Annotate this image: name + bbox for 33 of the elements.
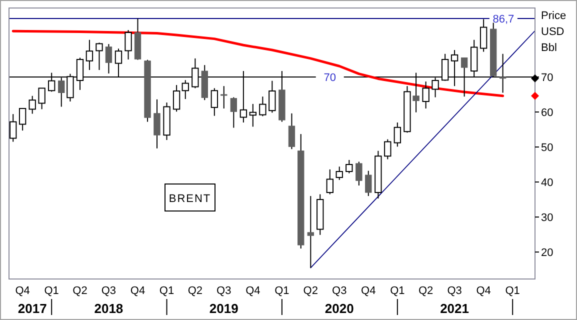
x-tick-label: Q1 (159, 285, 174, 297)
x-tick-label: Q4 (15, 285, 30, 297)
x2-tick-label: 2017 (18, 301, 47, 316)
x-tick-label: Q4 (246, 285, 260, 297)
y-tick-label: 70 (541, 72, 554, 84)
x-tick-label: Q3 (447, 285, 462, 297)
y-axis-title: Price USD Bbl (541, 10, 566, 54)
x-tick-label: Q3 (332, 285, 347, 297)
ref-line-label: 70 (324, 72, 336, 84)
ref-line-label: 86,7 (492, 14, 514, 26)
x-tick-label: Q4 (476, 285, 491, 297)
y-tick-label: 60 (541, 106, 554, 119)
x-tick-label: Q2 (188, 285, 203, 297)
x-tick-label: Q1 (274, 285, 290, 297)
x-tick-label: Q2 (418, 285, 434, 297)
x-tick-label: Q4 (130, 285, 146, 297)
y-tick-label: 30 (541, 212, 554, 224)
y-tick-label: 50 (541, 142, 554, 154)
x-tick-label: Q2 (72, 285, 88, 297)
x-tick-label: Q1 (505, 285, 520, 297)
annotation: BRENT (168, 193, 212, 205)
x-tick-label: Q3 (101, 285, 116, 297)
x2-tick-label: 2021 (440, 301, 469, 316)
x-tick-label: Q1 (44, 285, 59, 297)
x2-tick-label: 2018 (94, 301, 124, 316)
x-tick-label: Q4 (361, 285, 376, 297)
y-tick-label: 20 (541, 247, 554, 260)
x2-tick-label: 2019 (209, 301, 238, 316)
x2-tick-label: 2020 (324, 301, 354, 316)
x-tick-label: Q2 (303, 285, 318, 297)
x-tick-label: Q1 (390, 285, 405, 297)
x-tick-label: Q3 (216, 285, 232, 297)
y-tick-label: 40 (541, 177, 554, 190)
